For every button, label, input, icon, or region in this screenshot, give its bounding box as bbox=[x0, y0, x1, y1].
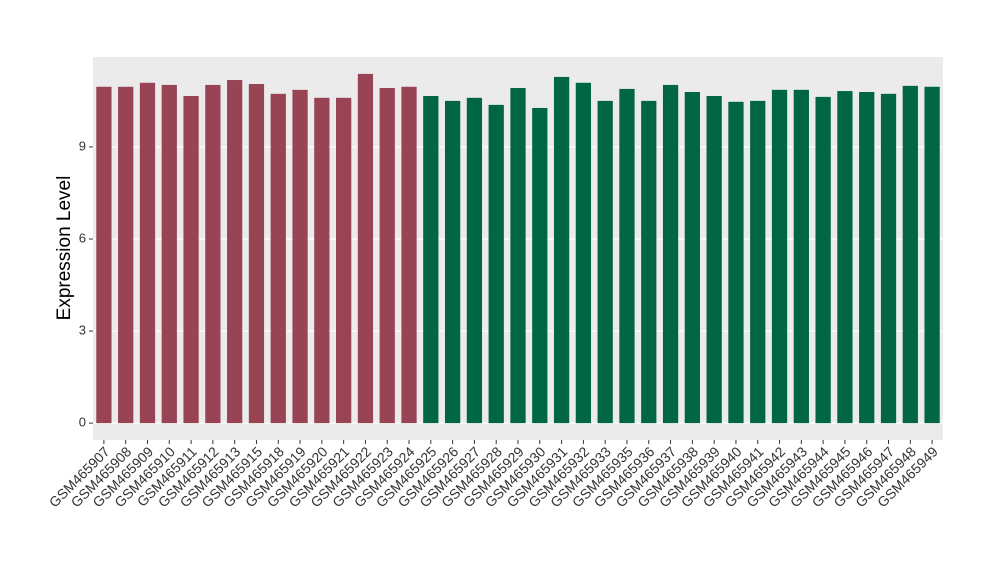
bar bbox=[837, 91, 853, 424]
bar bbox=[488, 104, 504, 424]
bar bbox=[161, 84, 177, 424]
y-tick-label: 0 bbox=[79, 415, 86, 430]
bar bbox=[902, 85, 918, 424]
y-axis-label: Expression Level bbox=[54, 176, 75, 321]
bar bbox=[336, 97, 352, 424]
bar bbox=[706, 95, 722, 424]
y-tick-label: 3 bbox=[79, 322, 86, 337]
bar bbox=[292, 89, 308, 424]
bar bbox=[641, 100, 657, 424]
bar bbox=[227, 80, 243, 424]
bar bbox=[205, 84, 221, 424]
bar bbox=[183, 95, 199, 424]
bar bbox=[924, 86, 940, 424]
bar bbox=[750, 100, 766, 424]
bar bbox=[684, 91, 700, 424]
bar bbox=[553, 76, 570, 424]
bar bbox=[771, 89, 788, 424]
bar bbox=[815, 96, 831, 424]
bar bbox=[314, 97, 330, 424]
bar bbox=[662, 84, 679, 424]
bar bbox=[859, 91, 875, 424]
bar bbox=[357, 73, 374, 424]
bar bbox=[379, 87, 395, 424]
bar bbox=[532, 107, 548, 424]
bar bbox=[597, 100, 613, 424]
bar bbox=[96, 86, 112, 424]
bar bbox=[575, 82, 592, 424]
bar bbox=[423, 95, 439, 424]
bar bbox=[880, 93, 897, 424]
bar bbox=[510, 87, 526, 424]
bar bbox=[118, 86, 134, 424]
bar bbox=[248, 84, 265, 424]
bar bbox=[270, 93, 286, 424]
y-tick-label: 9 bbox=[79, 138, 86, 153]
y-tick-label: 6 bbox=[79, 230, 86, 245]
bar bbox=[139, 82, 156, 424]
bar bbox=[466, 97, 483, 424]
bar bbox=[444, 100, 461, 424]
bar bbox=[728, 101, 744, 424]
bar bbox=[793, 89, 809, 424]
bar bbox=[619, 88, 635, 424]
bar bbox=[401, 86, 417, 424]
